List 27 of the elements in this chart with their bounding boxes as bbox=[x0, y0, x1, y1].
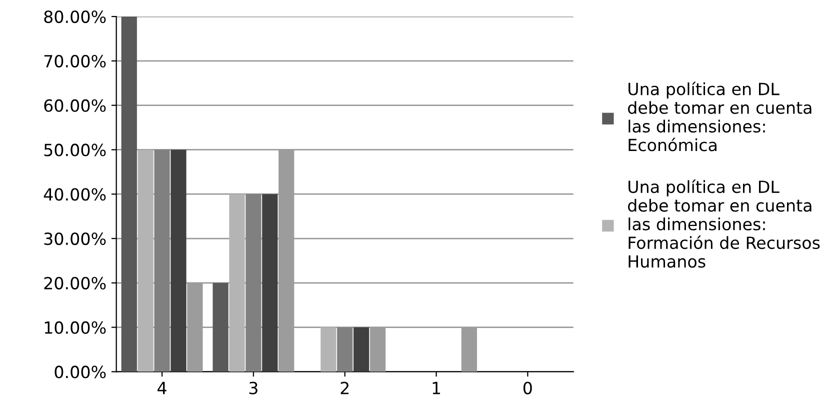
y-tick-label: 80.00% bbox=[44, 10, 106, 24]
x-tick-label: 0 bbox=[523, 382, 532, 394]
x-tick-label: 3 bbox=[249, 382, 258, 394]
bar bbox=[154, 150, 170, 372]
x-tick-label: 1 bbox=[432, 382, 440, 394]
y-tick-label: 0.00% bbox=[54, 366, 106, 378]
y-tick-label: 20.00% bbox=[44, 276, 106, 290]
bar bbox=[121, 16, 137, 372]
x-tick-label: 2 bbox=[340, 382, 348, 394]
y-tick-label: 10.00% bbox=[44, 321, 106, 334]
bar bbox=[354, 327, 370, 372]
legend-label: Una política en DL debe tomar en cuenta las dimensiones: Económica bbox=[628, 82, 812, 152]
legend-label: Una política en DL debe tomar en cuenta las dimensiones: Formación de Recursos Humanos bbox=[628, 180, 820, 268]
bar bbox=[246, 194, 262, 372]
bar bbox=[138, 150, 154, 372]
y-tick-label: 50.00% bbox=[44, 144, 106, 156]
bar bbox=[320, 327, 336, 372]
bar bbox=[170, 150, 186, 372]
bar bbox=[229, 194, 245, 372]
y-tick-label: 60.00% bbox=[44, 99, 106, 112]
y-tick-label: 30.00% bbox=[44, 232, 106, 246]
bar bbox=[337, 327, 353, 372]
y-tick-label: 70.00% bbox=[44, 54, 106, 68]
y-tick-label: 40.00% bbox=[44, 188, 106, 201]
bar bbox=[212, 282, 228, 372]
x-tick-label: 4 bbox=[158, 382, 166, 394]
bar bbox=[262, 194, 278, 372]
